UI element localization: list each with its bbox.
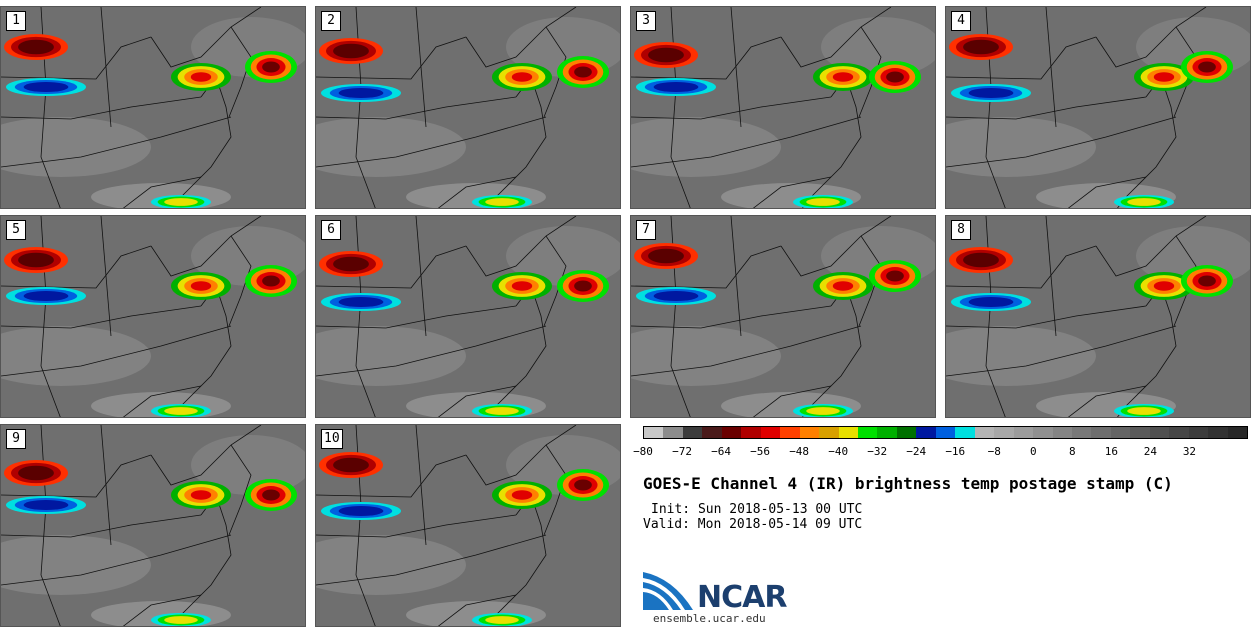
colorbar-tick-label: −24 xyxy=(906,445,927,458)
member-label: 4 xyxy=(951,11,971,31)
postage-stamp-panel: 1 xyxy=(0,6,306,209)
colorbar-ticks: −80 −72 −64 −56 −48 −40 −32 −24 −16 −8 0 8 16 24 32 xyxy=(633,445,1248,459)
colorbar-tick-label: 24 xyxy=(1143,445,1158,458)
colorbar-tick-label: −40 xyxy=(828,445,849,458)
colorbar-cell xyxy=(644,427,664,438)
postage-stamp-panel: 3 xyxy=(630,6,936,209)
member-label: 9 xyxy=(6,429,26,449)
colorbar-cell xyxy=(760,427,781,438)
colorbar xyxy=(643,426,1248,439)
valid-time: Valid: Mon 2018-05-14 09 UTC xyxy=(643,517,863,532)
satellite-map xyxy=(316,216,620,417)
postage-stamp-panel: 7 xyxy=(630,215,936,418)
colorbar-cell xyxy=(1091,427,1111,438)
colorbar-cell xyxy=(682,427,703,438)
colorbar-cell xyxy=(857,427,878,438)
colorbar-cell xyxy=(1110,427,1131,438)
satellite-map xyxy=(1,7,305,208)
colorbar-tick-label: −8 xyxy=(987,445,1001,458)
member-label: 2 xyxy=(321,11,341,31)
satellite-map xyxy=(1,216,305,417)
colorbar-tick-label: 16 xyxy=(1104,445,1118,458)
colorbar-tick-label: −32 xyxy=(867,445,888,458)
colorbar-tick-label: −16 xyxy=(945,445,966,458)
satellite-map xyxy=(631,7,935,208)
colorbar-tick-label: −48 xyxy=(789,445,810,458)
colorbar-tick-label: 0 xyxy=(1030,445,1037,458)
satellite-map xyxy=(1,425,305,626)
colorbar-cell xyxy=(1052,427,1072,438)
colorbar-cell xyxy=(974,427,995,438)
colorbar-cell xyxy=(1130,427,1150,438)
member-label: 6 xyxy=(321,220,341,240)
colorbar-cell xyxy=(780,427,800,438)
colorbar-cell xyxy=(1227,427,1248,438)
colorbar-cell xyxy=(1013,427,1034,438)
colorbar-tick-label: −80 xyxy=(633,445,653,458)
colorbar-cell xyxy=(741,427,761,438)
member-label: 1 xyxy=(6,11,26,31)
postage-stamp-panel: 9 xyxy=(0,424,306,627)
colorbar-cell xyxy=(994,427,1014,438)
postage-stamp-panel: 8 xyxy=(945,215,1251,418)
colorbar-cell xyxy=(799,427,820,438)
colorbar-tick-label: 32 xyxy=(1182,445,1197,458)
satellite-map xyxy=(316,425,620,626)
colorbar-cell xyxy=(702,427,722,438)
colorbar-cell xyxy=(877,427,897,438)
colorbar-cell xyxy=(1149,427,1170,438)
ncar-logo-text: NCAR xyxy=(697,580,787,615)
colorbar-cell xyxy=(1208,427,1228,438)
product-title: GOES-E Channel 4 (IR) brightness temp po… xyxy=(643,474,1173,493)
colorbar-cell xyxy=(935,427,956,438)
colorbar-cell xyxy=(1188,427,1209,438)
satellite-map xyxy=(631,216,935,417)
satellite-map xyxy=(316,7,620,208)
colorbar-cell xyxy=(1071,427,1092,438)
satellite-map xyxy=(946,216,1250,417)
ncar-logo-icon xyxy=(643,572,693,610)
colorbar-tick-label: −72 xyxy=(672,445,692,458)
colorbar-cell xyxy=(896,427,917,438)
member-label: 3 xyxy=(636,11,656,31)
colorbar-cell xyxy=(663,427,683,438)
colorbar-cell xyxy=(955,427,975,438)
postage-stamp-panel: 2 xyxy=(315,6,621,209)
postage-stamp-panel: 5 xyxy=(0,215,306,418)
postage-stamp-panel: 4 xyxy=(945,6,1251,209)
colorbar-cell xyxy=(916,427,936,438)
colorbar-cell xyxy=(838,427,858,438)
colorbar-cell xyxy=(819,427,839,438)
colorbar-tick-label: −64 xyxy=(711,445,731,458)
init-time: Init: Sun 2018-05-13 00 UTC xyxy=(651,502,863,517)
postage-stamp-panel: 6 xyxy=(315,215,621,418)
member-label: 7 xyxy=(636,220,656,240)
colorbar-cell xyxy=(1033,427,1053,438)
colorbar-tick-label: −56 xyxy=(750,445,771,458)
colorbar-cell xyxy=(721,427,742,438)
ensemble-url[interactable]: ensemble.ucar.edu xyxy=(653,612,766,625)
satellite-map xyxy=(946,7,1250,208)
member-label: 10 xyxy=(321,429,343,449)
colorbar-tick-label: 8 xyxy=(1069,445,1076,458)
member-label: 5 xyxy=(6,220,26,240)
colorbar-cell xyxy=(1169,427,1189,438)
postage-stamp-panel: 10 xyxy=(315,424,621,627)
member-label: 8 xyxy=(951,220,971,240)
